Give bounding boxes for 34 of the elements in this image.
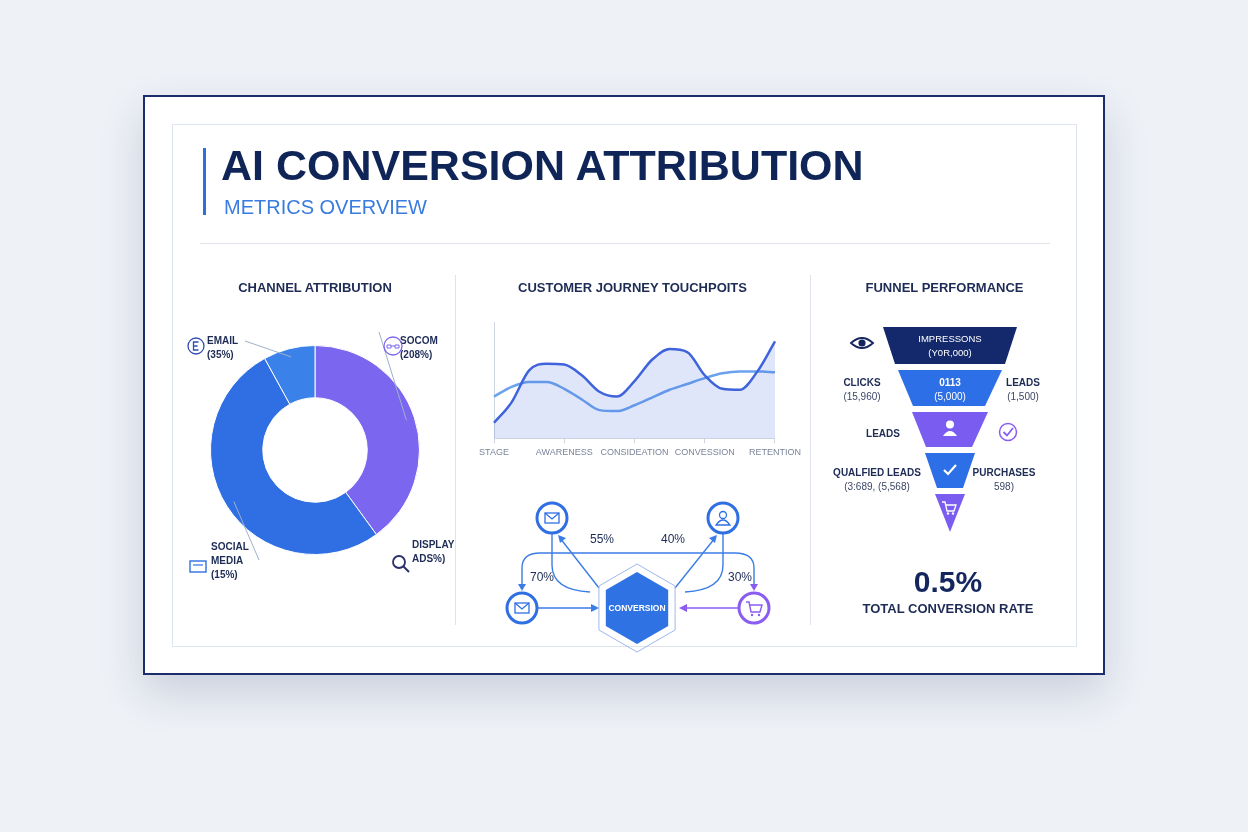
text: 598) [993,481,1015,492]
x-tick-label: AWARENESS [535,447,593,458]
text: TOTAL CONVERSION RATE [862,601,1034,616]
text: (Y0R,000) [928,347,972,358]
text: METRICS OVERVIEW [224,196,427,219]
text: (5,000) [934,391,966,402]
slice-label: EMAIL (35%) [207,334,239,360]
text: CONVERSION [608,603,666,613]
text: (1,500) [1007,391,1039,402]
text: IMPRESSONS [918,333,982,344]
text: 30% [727,570,753,584]
text: AI CONVERSION ATTRIBUTION [221,141,864,190]
text: QUALFIED LEADS [833,467,922,478]
text: LEADS [1006,377,1041,388]
chart-title: CUSTOMER JOURNEY TOUCHPOITS [517,280,748,295]
text: 70% [529,570,555,584]
text: (15,960) [843,391,881,402]
text: LEADS [866,428,901,439]
text: FUNNEL PERFORMANCE [864,280,1025,295]
legend-label: SOCIAL MEDIA (15%) [211,540,249,580]
text: DISPLAY ADS%) [412,538,455,564]
chart-title: CHANNEL ATTRIBUTION [237,280,393,295]
text: 0.5% [913,565,983,598]
x-tick-label: STAGE [479,447,509,458]
text: CLICKS [843,377,881,388]
text: PURCHASES [972,467,1036,478]
x-tick-label: RETENTION [748,447,802,458]
legend-label: SOCOM (208%) [400,334,438,360]
x-tick-label: CONSIDEATION [600,447,669,458]
text: (3:689, (5,568) [844,481,910,492]
x-tick-label: CONVESSION [674,447,735,458]
text: 40% [660,532,686,546]
text: 0113 [939,377,962,388]
text: 55% [589,532,615,546]
